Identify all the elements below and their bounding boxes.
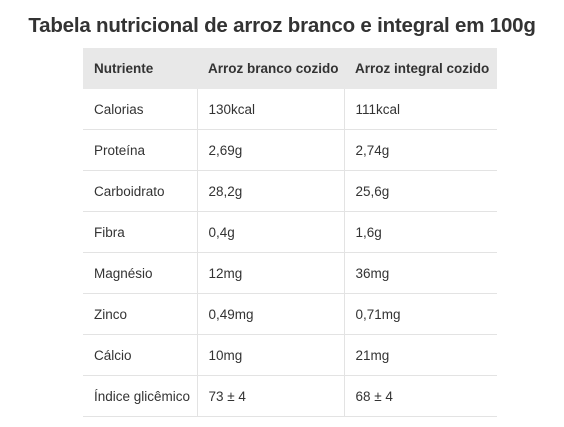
white-rice-value-cell: 0,4g xyxy=(196,211,344,253)
header-row: Nutriente Arroz branco cozido Arroz inte… xyxy=(83,48,497,89)
brown-rice-value-cell: 21mg xyxy=(343,334,497,376)
brown-rice-value-cell: 36mg xyxy=(343,252,497,294)
nutrient-name-cell: Calorias xyxy=(83,89,197,130)
white-rice-value-cell: 2,69g xyxy=(196,129,344,171)
table-row: Carboidrato 28,2g 25,6g xyxy=(83,170,497,212)
nutrient-name-cell: Magnésio xyxy=(83,252,197,294)
table-row: Zinco 0,49mg 0,71mg xyxy=(83,293,497,335)
header-arroz-branco: Arroz branco cozido xyxy=(197,48,344,89)
brown-rice-value-cell: 25,6g xyxy=(343,170,497,212)
white-rice-value-cell: 73 ± 4 xyxy=(196,375,344,417)
brown-rice-value-cell: 1,6g xyxy=(343,211,497,253)
nutrition-table: Nutriente Arroz branco cozido Arroz inte… xyxy=(83,48,497,417)
nutrient-name-cell: Índice glicêmico xyxy=(83,375,197,417)
table-row: Calorias 130kcal 111kcal xyxy=(83,89,497,130)
table-row: Proteína 2,69g 2,74g xyxy=(83,129,497,171)
table-header: Nutriente Arroz branco cozido Arroz inte… xyxy=(83,48,497,89)
white-rice-value-cell: 130kcal xyxy=(196,89,344,130)
white-rice-value-cell: 28,2g xyxy=(196,170,344,212)
nutrient-name-cell: Fibra xyxy=(83,211,197,253)
page-title: Tabela nutricional de arroz branco e int… xyxy=(28,14,536,37)
table-row: Fibra 0,4g 1,6g xyxy=(83,211,497,253)
header-nutriente: Nutriente xyxy=(83,48,197,89)
brown-rice-value-cell: 68 ± 4 xyxy=(343,375,497,417)
brown-rice-value-cell: 2,74g xyxy=(343,129,497,171)
white-rice-value-cell: 0,49mg xyxy=(196,293,344,335)
header-arroz-integral: Arroz integral cozido xyxy=(344,48,497,89)
white-rice-value-cell: 10mg xyxy=(196,334,344,376)
white-rice-value-cell: 12mg xyxy=(196,252,344,294)
table-row: Magnésio 12mg 36mg xyxy=(83,252,497,294)
brown-rice-value-cell: 111kcal xyxy=(343,89,497,130)
table-row: Índice glicêmico 73 ± 4 68 ± 4 xyxy=(83,375,497,417)
nutrient-name-cell: Zinco xyxy=(83,293,197,335)
nutrient-name-cell: Proteína xyxy=(83,129,197,171)
table-body: Calorias 130kcal 111kcal Proteína 2,69g … xyxy=(83,89,497,417)
brown-rice-value-cell: 0,71mg xyxy=(343,293,497,335)
table-row: Cálcio 10mg 21mg xyxy=(83,334,497,376)
nutrient-name-cell: Cálcio xyxy=(83,334,197,376)
nutrient-name-cell: Carboidrato xyxy=(83,170,197,212)
